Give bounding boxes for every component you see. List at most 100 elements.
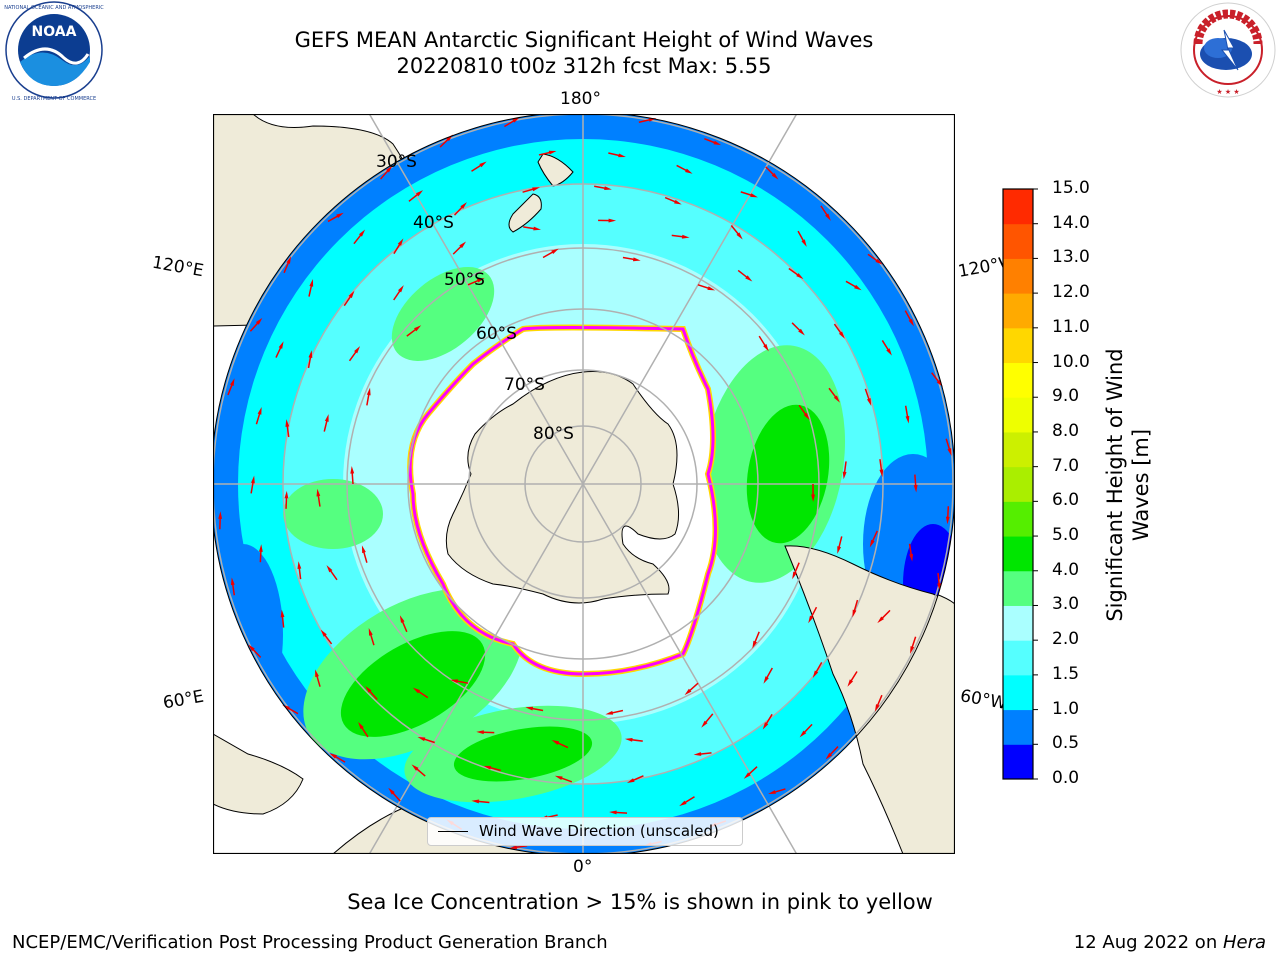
colorbar-segment <box>1003 189 1033 225</box>
colorbar-tick-label: 4.0 <box>1052 559 1080 580</box>
wave-direction-arrow <box>523 226 541 231</box>
footer-date: 12 Aug 2022 on Hera <box>1074 932 1266 953</box>
colorbar-segment <box>1003 293 1033 329</box>
wave-direction-arrow <box>676 164 693 174</box>
wave-direction-arrow <box>483 765 502 772</box>
wave-direction-arrow <box>358 721 369 738</box>
wave-direction-arrow <box>737 269 753 282</box>
wave-direction-arrow <box>230 577 236 596</box>
wave-direction-arrow <box>525 706 544 712</box>
svg-text:NATIONAL OCEANIC AND ATMOSPHER: NATIONAL OCEANIC AND ATMOSPHERIC <box>4 5 104 11</box>
wave-direction-arrow <box>752 631 760 649</box>
wave-direction-arrow <box>393 238 404 255</box>
colorbar-segment <box>1003 570 1033 606</box>
wave-direction-arrow <box>320 629 333 645</box>
wave-direction-arrow <box>758 335 769 352</box>
legend: Wind Wave Direction (unscaled) <box>427 817 743 846</box>
wave-direction-arrow <box>820 205 831 221</box>
wave-direction-arrow <box>329 753 346 763</box>
wave-direction-arrow <box>833 323 845 339</box>
lon-label-180: 180° <box>560 89 601 109</box>
wave-direction-arrow <box>406 325 422 337</box>
lat-label-40s: 40°S <box>413 213 454 233</box>
wave-direction-arrow <box>280 609 285 628</box>
wave-direction-arrow <box>740 191 758 198</box>
wave-direction-arrow <box>609 810 628 815</box>
wave-direction-arrow <box>828 387 840 403</box>
wave-direction-arrow <box>450 679 469 684</box>
colorbar-tick-label: 13.0 <box>1052 247 1090 268</box>
footer-credit: NCEP/EMC/Verification Post Processing Pr… <box>12 932 608 953</box>
wave-direction-arrow <box>797 230 807 247</box>
wave-direction-arrow <box>788 267 804 280</box>
wave-direction-arrow <box>307 350 313 369</box>
wave-direction-arrow <box>350 466 355 485</box>
wave-direction-arrow <box>249 317 263 332</box>
wave-direction-arrow <box>218 511 223 530</box>
lat-label-50s: 50°S <box>444 270 485 290</box>
wave-direction-arrow <box>453 202 467 216</box>
wave-direction-arrow <box>864 388 872 406</box>
wave-direction-arrow <box>348 346 361 362</box>
colorbar-segment <box>1003 640 1033 676</box>
wave-direction-arrow <box>471 799 490 804</box>
wave-direction-arrow <box>361 545 368 563</box>
colorbar-segment <box>1003 674 1033 711</box>
footer-host: Hera <box>1222 932 1266 953</box>
wave-direction-arrow <box>522 187 540 193</box>
map-canvas <box>213 114 955 854</box>
new-zealand-landmass <box>508 153 574 233</box>
lat-label-30s: 30°S <box>376 152 417 172</box>
colorbar-tick-label: 1.5 <box>1052 663 1080 684</box>
colorbar-tick-label: 3.0 <box>1052 594 1080 615</box>
wave-direction-arrow <box>693 752 712 756</box>
wave-direction-arrow <box>327 212 344 223</box>
wave-direction-arrow <box>297 561 302 580</box>
wave-direction-arrow <box>326 565 338 581</box>
lon-label-120w: 120°W <box>956 252 1018 282</box>
map-frame <box>213 114 955 854</box>
antarctica-landmass <box>445 371 679 604</box>
wave-direction-arrow <box>476 730 495 735</box>
wave-direction-arrow <box>842 461 847 480</box>
wave-direction-arrow <box>365 686 378 700</box>
wave-direction-arrow <box>825 746 839 760</box>
wave-direction-arrow <box>626 775 644 784</box>
colorbar-segment <box>1003 605 1033 641</box>
colorbar-title: Significant Height of Wind Waves [m] <box>1102 325 1154 645</box>
wave-direction-arrow <box>664 196 682 205</box>
wave-direction-arrow <box>316 488 321 507</box>
colorbar-tick-label: 15.0 <box>1052 178 1090 198</box>
wave-direction-arrow <box>504 117 520 128</box>
colorbar-tick-label: 10.0 <box>1052 351 1090 372</box>
colorbar-segment <box>1003 744 1033 780</box>
wave-direction-arrow <box>471 161 487 172</box>
wave-direction-arrow <box>452 241 467 255</box>
wave-direction-arrow <box>881 340 892 356</box>
wave-direction-arrow <box>624 737 643 742</box>
wave-direction-arrow <box>945 506 950 525</box>
wave-direction-arrow <box>763 667 773 684</box>
wave-direction-arrow <box>792 562 800 580</box>
wave-direction-arrow <box>554 775 573 783</box>
colorbar-tick-label: 0.0 <box>1052 768 1080 788</box>
wave-direction-arrow <box>730 225 743 240</box>
wave-direction-arrow <box>768 788 786 795</box>
colorbar-tick-label: 7.0 <box>1052 455 1080 476</box>
colorbar-segment <box>1003 397 1033 433</box>
wave-direction-arrow <box>283 256 292 274</box>
wave-direction-arrow <box>250 475 255 494</box>
wave-direction-arrow <box>412 687 429 699</box>
legend-label: Wind Wave Direction (unscaled) <box>479 822 719 840</box>
wave-direction-arrow <box>285 419 290 438</box>
wave-direction-arrow <box>417 737 435 744</box>
wave-direction-arrow <box>799 723 813 738</box>
wave-direction-arrow <box>791 322 805 336</box>
legend-line-swatch <box>438 831 468 832</box>
wave-direction-arrow <box>910 636 917 654</box>
wave-direction-arrow <box>671 234 690 239</box>
colorbar-tick-label: 8.0 <box>1052 420 1080 441</box>
lat-label-70s: 70°S <box>504 375 545 395</box>
colorbar-tick-label: 6.0 <box>1052 490 1080 511</box>
colorbar-segment <box>1003 536 1033 572</box>
